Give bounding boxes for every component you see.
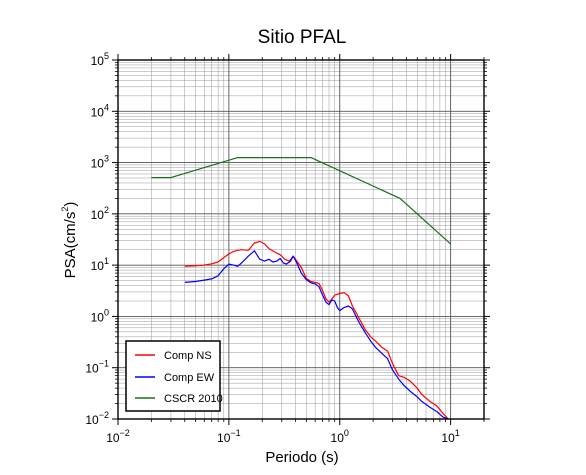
y-tick-label-exponent: 0 — [104, 307, 109, 317]
y-tick-label-base: 10 — [85, 362, 99, 376]
y-axis-label-close: ) — [62, 202, 79, 207]
x-tick-label-exponent: −1 — [230, 428, 240, 438]
x-tick-label-exponent: 1 — [455, 428, 460, 438]
legend-label-ew: Comp EW — [164, 372, 215, 384]
y-tick-label-base: 10 — [91, 208, 105, 222]
y-tick-label-exponent: 1 — [104, 256, 109, 266]
x-tick-label-base: 10 — [331, 431, 345, 445]
y-tick-label: 102 — [91, 205, 109, 222]
y-tick-label-exponent: 5 — [104, 51, 109, 61]
y-tick-label: 104 — [91, 102, 109, 119]
y-tick-label: 100 — [91, 307, 109, 324]
y-tick-label-base: 10 — [91, 259, 105, 273]
y-tick-label: 105 — [91, 51, 109, 68]
y-tick-label-exponent: −2 — [99, 410, 109, 420]
x-axis-label: Periodo (s) — [265, 449, 338, 466]
series-line-cscr-2010 — [151, 157, 452, 245]
legend-box — [125, 340, 221, 412]
x-tick-label: 100 — [331, 428, 349, 445]
chart-title: Sitio PFAL — [258, 27, 347, 48]
x-tick-label: 101 — [441, 428, 459, 445]
x-tick-label-base: 10 — [441, 431, 455, 445]
x-tick-label-base: 10 — [106, 431, 120, 445]
legend-label-cscr: CSCR 2010 — [164, 393, 223, 405]
y-tick-label-exponent: −1 — [99, 359, 109, 369]
plot-frame — [117, 59, 485, 420]
y-tick-label-base: 10 — [91, 54, 105, 68]
y-tick-label: 10−1 — [85, 359, 109, 376]
y-tick-label: 101 — [91, 256, 109, 273]
y-tick-label: 10−2 — [85, 410, 109, 427]
y-tick-label-base: 10 — [91, 310, 105, 324]
y-axis-label: PSA(cm/s2) — [60, 202, 79, 279]
y-tick-label: 103 — [91, 154, 109, 171]
y-axis-label-superscript: 2 — [60, 207, 70, 212]
y-tick-label-exponent: 2 — [104, 205, 109, 215]
x-tick-label-base: 10 — [217, 431, 231, 445]
series-layer — [151, 157, 452, 420]
y-tick-label-base: 10 — [85, 413, 99, 427]
y-axis-label-base: PSA(cm/s — [62, 212, 79, 279]
y-tick-label-base: 10 — [91, 157, 105, 171]
x-tick-label: 10−2 — [106, 428, 130, 445]
x-tick-label-exponent: −2 — [120, 428, 130, 438]
series-line-comp-ew — [184, 250, 449, 420]
y-tick-label-exponent: 3 — [104, 154, 109, 164]
minor-gridlines — [118, 60, 485, 419]
y-tick-label-exponent: 4 — [104, 102, 109, 112]
x-tick-label: 10−1 — [217, 428, 241, 445]
legend-label-ns: Comp NS — [164, 350, 212, 362]
x-tick-label-exponent: 0 — [344, 428, 349, 438]
legend: Comp NS Comp EW CSCR 2010 — [125, 340, 223, 412]
series-line-comp-ns — [184, 240, 449, 420]
y-tick-label-base: 10 — [91, 105, 105, 119]
